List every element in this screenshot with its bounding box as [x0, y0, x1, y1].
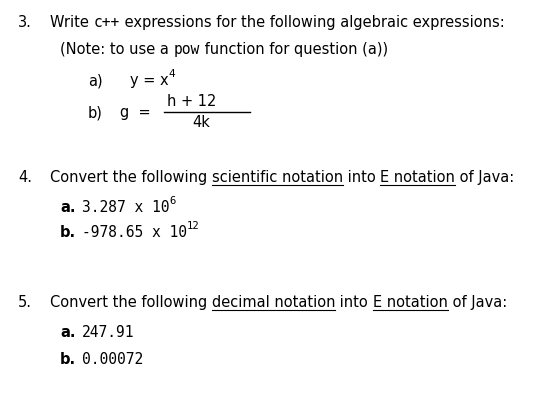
Text: 3.287 x 10: 3.287 x 10 — [82, 200, 169, 215]
Text: y = x: y = x — [130, 73, 168, 88]
Text: b.: b. — [60, 352, 76, 367]
Text: of Java:: of Java: — [447, 295, 507, 310]
Text: 4k: 4k — [192, 115, 210, 130]
Text: -978.65 x 10: -978.65 x 10 — [82, 225, 187, 240]
Text: 5.: 5. — [18, 295, 32, 310]
Text: decimal notation: decimal notation — [212, 295, 335, 310]
Text: E notation: E notation — [373, 295, 447, 310]
Text: Convert the following: Convert the following — [50, 170, 212, 185]
Text: expressions for the following algebraic expressions:: expressions for the following algebraic … — [120, 15, 505, 30]
Text: b): b) — [88, 105, 103, 120]
Text: a.: a. — [60, 325, 76, 340]
Text: g  =: g = — [120, 105, 150, 120]
Text: b.: b. — [60, 225, 76, 240]
Text: E notation: E notation — [380, 170, 455, 185]
Text: Write: Write — [50, 15, 94, 30]
Text: pow: pow — [173, 42, 200, 57]
Text: function for question (a)): function for question (a)) — [200, 42, 388, 57]
Text: h + 12: h + 12 — [167, 94, 216, 109]
Text: (Note: to use a: (Note: to use a — [60, 42, 173, 57]
Text: a.: a. — [60, 200, 76, 215]
Text: 0.00072: 0.00072 — [82, 352, 143, 367]
Text: 3.: 3. — [18, 15, 32, 30]
Text: Convert the following: Convert the following — [50, 295, 212, 310]
Text: 12: 12 — [187, 221, 200, 231]
Text: into: into — [335, 295, 373, 310]
Text: of Java:: of Java: — [455, 170, 514, 185]
Text: 247.91: 247.91 — [82, 325, 134, 340]
Text: 4: 4 — [168, 69, 175, 79]
Text: c++: c++ — [94, 15, 120, 30]
Text: a): a) — [88, 73, 102, 88]
Text: 4.: 4. — [18, 170, 32, 185]
Text: scientific notation: scientific notation — [212, 170, 343, 185]
Text: 6: 6 — [169, 196, 175, 206]
Text: into: into — [343, 170, 380, 185]
